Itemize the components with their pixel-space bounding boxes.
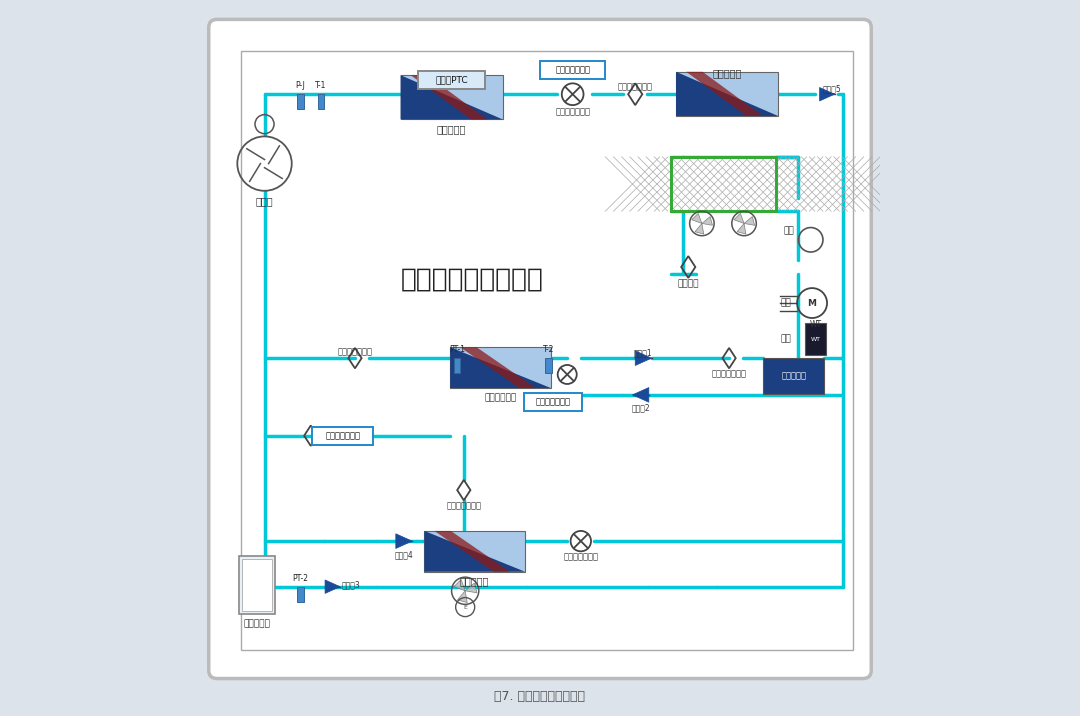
Text: 单向阀3: 单向阀3 — [341, 580, 360, 589]
Text: 空调制冷电磁阀: 空调制冷电磁阀 — [555, 65, 590, 74]
Polygon shape — [325, 580, 340, 594]
Text: 电池包换热器: 电池包换热器 — [485, 393, 516, 402]
Polygon shape — [744, 216, 755, 226]
Bar — [764, 358, 824, 394]
Text: 采暖电子膨胀阀: 采暖电子膨胀阀 — [555, 108, 590, 117]
Text: 三通水阀: 三通水阀 — [677, 279, 699, 289]
Text: 水泵: 水泵 — [784, 226, 795, 235]
Polygon shape — [395, 533, 413, 548]
Bar — [240, 556, 274, 614]
Bar — [450, 347, 551, 388]
Text: 气液分离器: 气液分离器 — [244, 619, 270, 629]
Bar — [424, 531, 525, 571]
Polygon shape — [450, 347, 551, 388]
Text: 压缩机: 压缩机 — [256, 196, 273, 206]
Text: 车外换热器: 车外换热器 — [713, 68, 742, 78]
Polygon shape — [454, 579, 465, 591]
Bar — [297, 586, 303, 601]
Bar — [454, 358, 460, 373]
Bar — [671, 157, 777, 211]
Text: 板式换热器: 板式换热器 — [781, 372, 806, 380]
Bar — [671, 157, 777, 211]
Polygon shape — [820, 87, 835, 101]
Text: 单向阀5: 单向阀5 — [823, 84, 842, 93]
Text: 单向阀4: 单向阀4 — [394, 550, 414, 559]
Polygon shape — [458, 591, 468, 603]
Bar — [806, 323, 826, 355]
Text: 电池加热电磁阀: 电池加热电磁阀 — [337, 347, 373, 357]
Text: PT-2: PT-2 — [293, 574, 309, 583]
Bar — [242, 558, 272, 611]
Polygon shape — [460, 347, 536, 388]
Polygon shape — [633, 387, 649, 402]
Bar — [297, 95, 303, 109]
Text: E: E — [463, 604, 468, 609]
Text: 水源换热电磁阀: 水源换热电磁阀 — [712, 369, 746, 378]
Text: 电控: 电控 — [781, 334, 792, 344]
Text: 车内冷凝器: 车内冷凝器 — [437, 124, 467, 134]
Bar — [318, 95, 324, 109]
FancyBboxPatch shape — [312, 427, 374, 445]
Bar — [241, 52, 853, 650]
Text: 空调采暖电磁阀: 空调采暖电磁阀 — [446, 502, 482, 511]
FancyBboxPatch shape — [524, 393, 582, 410]
Polygon shape — [410, 75, 487, 120]
Polygon shape — [424, 531, 525, 571]
FancyBboxPatch shape — [540, 61, 605, 79]
Text: 单向阀2: 单向阀2 — [632, 403, 650, 412]
Text: 电池电子膨胀阀: 电池电子膨胀阀 — [536, 397, 570, 406]
Text: 单向阀1: 单向阀1 — [634, 349, 652, 357]
Polygon shape — [692, 213, 702, 223]
Polygon shape — [434, 531, 510, 571]
Text: 图7. 电池冷却工作原理图: 图7. 电池冷却工作原理图 — [495, 690, 585, 703]
FancyBboxPatch shape — [418, 71, 485, 89]
Text: WT: WT — [809, 320, 822, 329]
Bar — [401, 75, 502, 120]
Polygon shape — [686, 72, 762, 116]
Text: T-2: T-2 — [542, 345, 554, 354]
Polygon shape — [465, 583, 477, 593]
Polygon shape — [676, 72, 778, 116]
Text: 制冷电子膨胀阀: 制冷电子膨胀阀 — [564, 553, 598, 561]
Bar — [676, 72, 778, 116]
Polygon shape — [734, 213, 744, 223]
Text: P-J: P-J — [296, 81, 306, 90]
Text: 电机: 电机 — [781, 299, 792, 308]
Text: 车内蒸发器: 车内蒸发器 — [460, 576, 489, 586]
Text: 电池冷却工作原理图: 电池冷却工作原理图 — [401, 266, 543, 292]
Text: 空气换热电磁阀: 空气换热电磁阀 — [618, 82, 652, 91]
Text: 风加热PTC: 风加热PTC — [435, 75, 468, 84]
Text: T-1: T-1 — [315, 81, 326, 90]
Polygon shape — [635, 351, 651, 365]
Polygon shape — [702, 216, 713, 226]
Text: WT: WT — [810, 337, 821, 342]
Polygon shape — [401, 75, 502, 120]
Polygon shape — [738, 223, 746, 234]
Bar — [544, 358, 552, 373]
Polygon shape — [694, 223, 704, 234]
Text: 电池冷却电磁阀: 电池冷却电磁阀 — [325, 431, 361, 440]
Text: PT-1: PT-1 — [449, 345, 465, 354]
FancyBboxPatch shape — [208, 19, 872, 679]
Text: M: M — [808, 299, 816, 308]
